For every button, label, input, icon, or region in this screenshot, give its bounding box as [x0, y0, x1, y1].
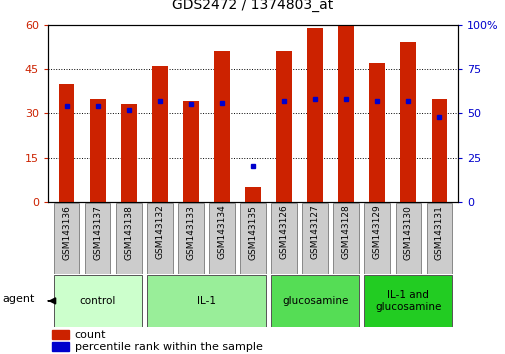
Bar: [121, 104, 136, 202]
Bar: [399, 42, 415, 202]
Text: control: control: [79, 296, 116, 306]
Text: GSM143128: GSM143128: [341, 205, 350, 259]
Text: agent: agent: [3, 294, 35, 304]
Text: GSM143129: GSM143129: [372, 205, 381, 259]
Bar: [52, 330, 69, 339]
Text: GSM143135: GSM143135: [248, 205, 257, 259]
Bar: [214, 51, 229, 202]
Bar: [52, 342, 69, 351]
Bar: [152, 66, 167, 202]
Text: GSM143137: GSM143137: [93, 205, 102, 259]
Text: percentile rank within the sample: percentile rank within the sample: [75, 342, 262, 352]
Bar: [369, 63, 384, 202]
Text: GDS2472 / 1374803_at: GDS2472 / 1374803_at: [172, 0, 333, 12]
FancyBboxPatch shape: [240, 203, 265, 274]
Bar: [431, 98, 446, 202]
Text: GSM143134: GSM143134: [217, 205, 226, 259]
Text: count: count: [75, 330, 106, 340]
Bar: [183, 102, 198, 202]
Text: GSM143132: GSM143132: [155, 205, 164, 259]
FancyBboxPatch shape: [178, 203, 203, 274]
Text: GSM143131: GSM143131: [434, 205, 443, 259]
FancyBboxPatch shape: [364, 275, 451, 327]
FancyBboxPatch shape: [116, 203, 141, 274]
Text: GSM143133: GSM143133: [186, 205, 195, 259]
Text: GSM143136: GSM143136: [62, 205, 71, 259]
FancyBboxPatch shape: [271, 275, 359, 327]
Text: GSM143130: GSM143130: [403, 205, 412, 259]
Bar: [59, 84, 74, 202]
FancyBboxPatch shape: [54, 275, 141, 327]
Text: glucosamine: glucosamine: [281, 296, 347, 306]
Bar: [245, 187, 260, 202]
Bar: [307, 28, 322, 202]
FancyBboxPatch shape: [85, 203, 110, 274]
FancyBboxPatch shape: [395, 203, 420, 274]
FancyBboxPatch shape: [364, 203, 389, 274]
FancyBboxPatch shape: [209, 203, 234, 274]
Bar: [276, 51, 291, 202]
FancyBboxPatch shape: [271, 203, 296, 274]
FancyBboxPatch shape: [333, 203, 358, 274]
Text: IL-1 and
glucosamine: IL-1 and glucosamine: [374, 290, 440, 312]
FancyBboxPatch shape: [426, 203, 451, 274]
FancyBboxPatch shape: [54, 203, 79, 274]
Text: GSM143127: GSM143127: [310, 205, 319, 259]
Text: GSM143138: GSM143138: [124, 205, 133, 259]
FancyBboxPatch shape: [302, 203, 327, 274]
Text: IL-1: IL-1: [196, 296, 216, 306]
FancyBboxPatch shape: [147, 203, 172, 274]
FancyBboxPatch shape: [146, 275, 266, 327]
Bar: [338, 25, 353, 202]
Bar: [90, 98, 106, 202]
Text: GSM143126: GSM143126: [279, 205, 288, 259]
